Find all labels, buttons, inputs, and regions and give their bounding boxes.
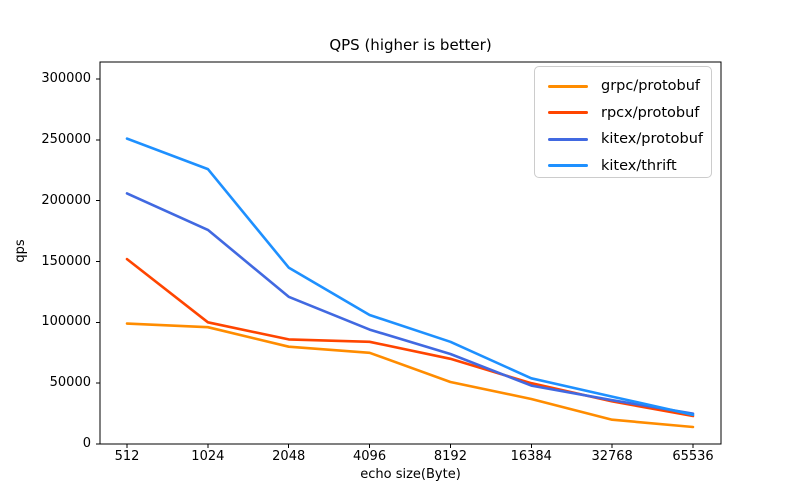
x-tick-label: 512 [114,449,140,464]
legend-item: grpc/protobuf [535,73,711,100]
legend-item: kitex/thrift [535,153,711,180]
series-line-rpcx-protobuf [125,257,695,418]
chart-title: QPS (higher is better) [329,36,492,54]
legend: grpc/protobuf rpcx/protobuf kitex/protobuf… [534,66,712,178]
series-line-kitex-protobuf [125,192,695,415]
x-tick-label: 8192 [433,449,467,464]
legend-item: rpcx/protobuf [535,100,711,127]
y-tick-label: 50000 [49,375,91,391]
series-line-grpc-protobuf [125,322,695,429]
y-tick-label: 100000 [41,314,91,330]
x-tick-label: 65536 [672,449,714,464]
y-tick-label: 200000 [41,192,91,208]
x-tick-label: 2048 [272,449,306,464]
legend-item: kitex/protobuf [535,126,711,153]
x-tick-label: 32768 [591,449,633,464]
y-tick-label: 250000 [41,131,91,147]
x-tick-label: 16384 [510,449,552,464]
legend-label: kitex/thrift [601,157,677,174]
y-tick-label: 150000 [41,253,91,269]
x-axis-label: echo size(Byte) [360,467,461,482]
legend-label: kitex/protobuf [601,131,704,148]
legend-line-swatch [548,84,588,88]
axes-frame [99,61,722,445]
legend-label: rpcx/protobuf [601,104,700,121]
legend-line-swatch [548,137,588,141]
legend-line-swatch [548,164,588,168]
x-tick-label: 4096 [353,449,387,464]
x-tick-label: 1024 [191,449,225,464]
y-tick-label: 300000 [41,71,91,87]
series-line-kitex-thrift [125,137,695,417]
y-axis-label: qps [13,239,28,263]
legend-label: grpc/protobuf [601,78,701,95]
y-tick-label: 0 [82,436,91,451]
legend-line-swatch [548,111,588,115]
